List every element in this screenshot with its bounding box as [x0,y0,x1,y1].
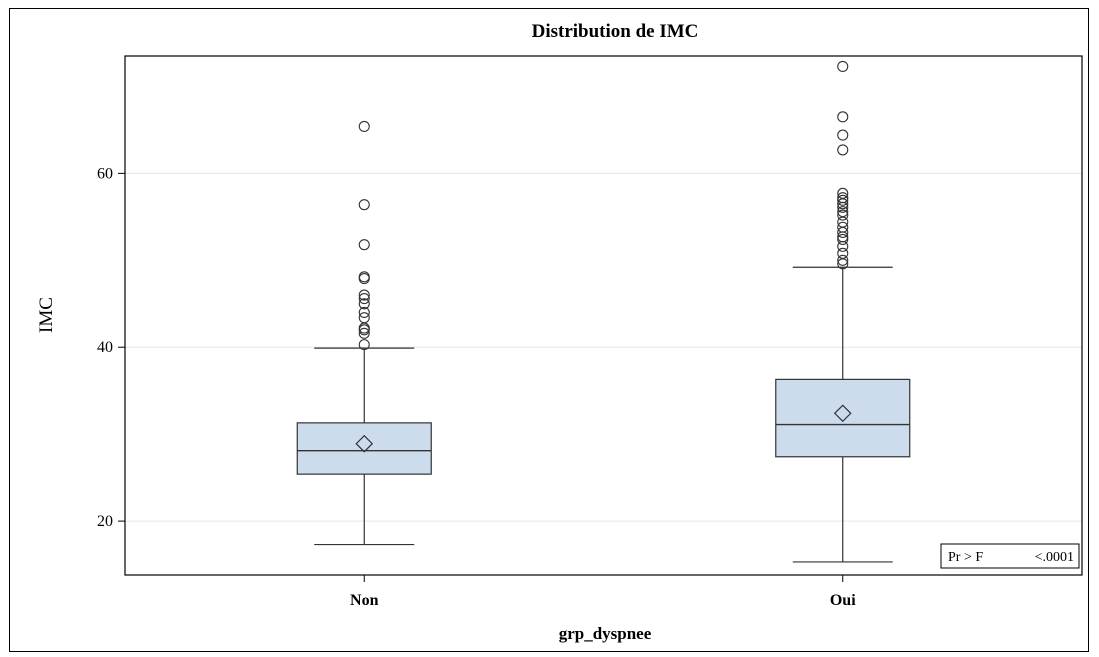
mean-marker [833,404,852,423]
chart-frame: Distribution de IMC 20 40 60 Non Oui IMC grp… [9,8,1089,652]
outlier-point [837,187,849,199]
outlier-point [358,292,370,305]
outlier-point [837,206,849,218]
outlier-point [837,60,849,72]
inset-label: Pr > F [948,550,983,565]
outlier-point [358,312,370,324]
outlier-point [837,209,849,221]
outlier-point [837,144,849,156]
x-tick-label: Non [350,592,379,609]
outlier-point [837,221,849,233]
outlier-point [837,111,849,123]
mean-marker [355,434,374,453]
chart-title: Distribution de IMC [532,21,699,42]
outlier-point [358,306,370,319]
axes: 20 40 60 Non Oui [97,165,856,609]
box-non [296,120,432,546]
y-tick-label: 20 [97,513,113,530]
box-plots [296,60,911,563]
outlier-point [358,327,370,339]
x-axis-title: grp_dyspnee [559,624,652,643]
outlier-point [837,231,849,243]
grid-lines [125,172,1082,522]
outlier-point [358,199,370,211]
outlier-point [837,129,849,141]
y-tick-label: 60 [97,165,113,182]
outlier-point [837,233,849,245]
y-axis-title: IMC [36,297,57,333]
y-tick-label: 40 [97,339,113,356]
outlier-point [358,298,370,310]
box-oui [775,60,911,563]
outlier-point [837,254,849,266]
iqr-box [296,422,432,475]
boxplot-chart: Distribution de IMC 20 40 60 Non Oui IMC grp… [36,21,1083,643]
outlier-point [358,289,370,301]
iqr-box [775,378,911,458]
plot-area [124,55,1083,576]
outlier-point [358,120,370,132]
outlier-point [358,339,370,351]
outlier-point [358,271,370,283]
outlier-point [837,247,849,259]
x-tick-label: Oui [830,592,856,609]
statistic-inset: Pr > F <.0001 [940,543,1080,569]
inset-value: <.0001 [1035,550,1074,565]
outlier-point [358,239,370,251]
inset-box [940,543,1080,569]
outlier-point [837,192,849,204]
outlier-point [837,194,849,206]
